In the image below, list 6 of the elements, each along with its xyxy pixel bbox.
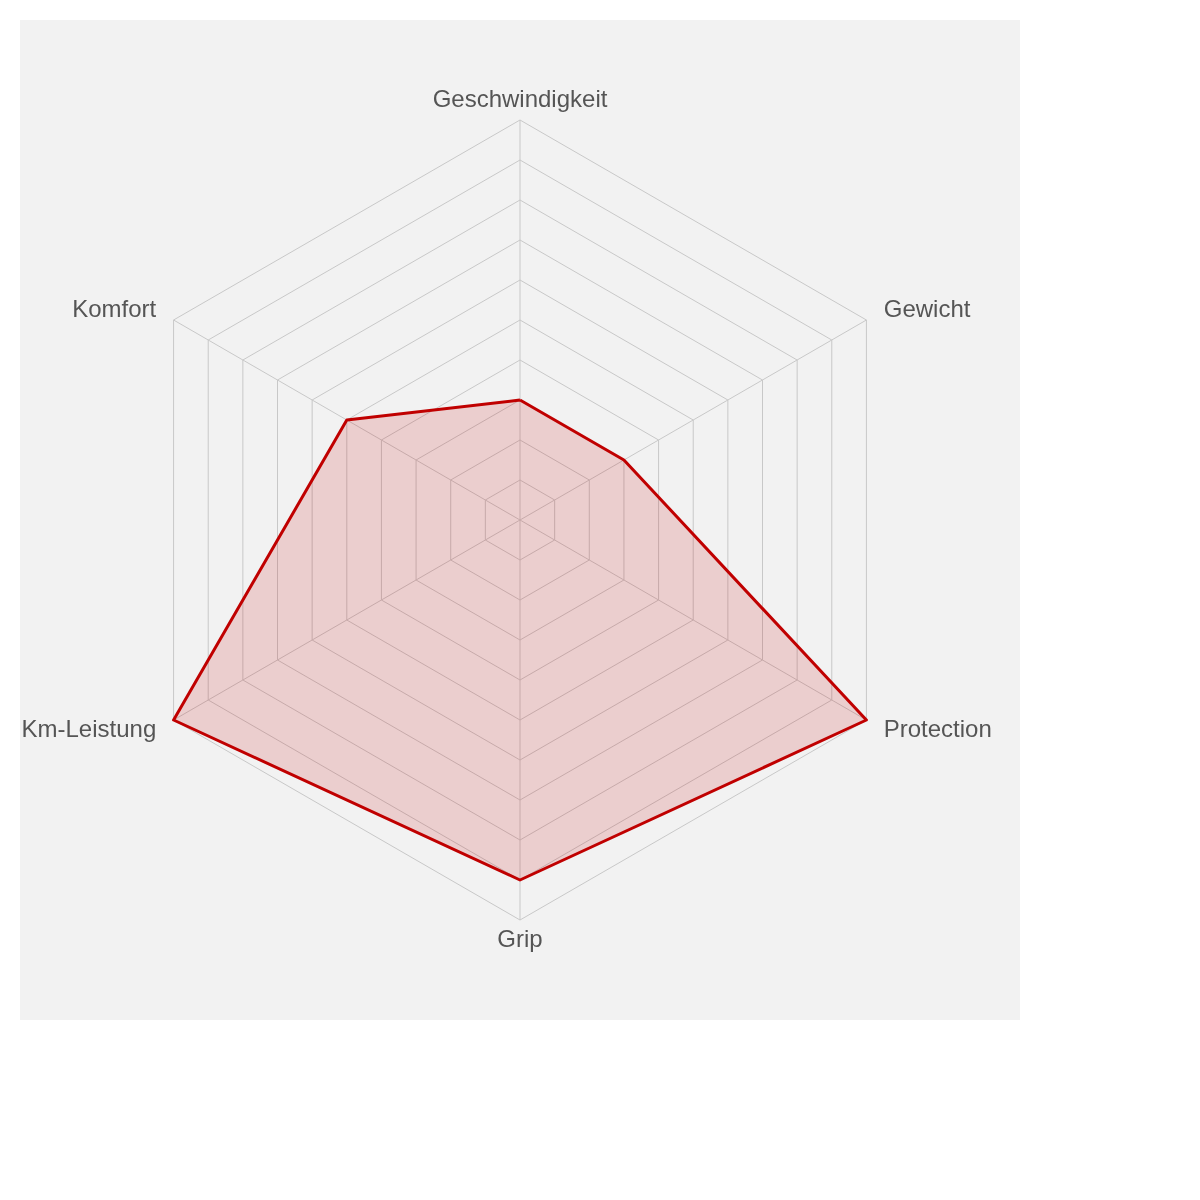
spoke-label: Protection [883,715,992,742]
spoke-label: Geschwindigkeit [432,85,608,112]
spoke-label: Komfort [72,295,157,322]
spoke-label: Grip [497,925,543,952]
spoke-label: Gewicht [883,295,971,322]
spoke-label: Km-Leistung [21,715,157,742]
